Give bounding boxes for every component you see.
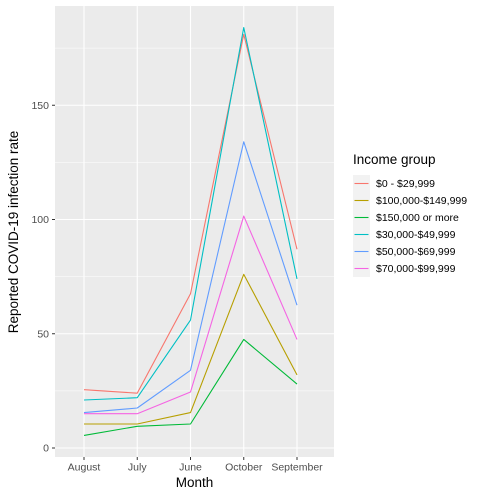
y-axis: 0 50 100 150 xyxy=(31,100,55,455)
y-tick-label: 0 xyxy=(43,443,49,455)
series-lines xyxy=(83,27,298,436)
series-line xyxy=(83,141,298,414)
y-tick-label: 100 xyxy=(31,214,49,226)
legend-label: $50,000-$69,999 xyxy=(376,246,456,258)
x-axis: August July June October September xyxy=(68,457,323,474)
series-line xyxy=(84,273,298,425)
legend: Income group $0 - $29,999 $100,000-$149,9… xyxy=(353,152,467,277)
legend-label: $150,000 or more xyxy=(376,212,459,224)
x-tick-label: June xyxy=(179,462,202,474)
legend-label: $70,000-$99,999 xyxy=(376,263,456,275)
series-line xyxy=(84,215,298,415)
y-tick-label: 150 xyxy=(31,100,49,112)
series-line xyxy=(83,338,298,436)
y-tick-label: 50 xyxy=(37,328,49,340)
series-line xyxy=(83,27,298,401)
major-gridlines xyxy=(55,6,334,457)
x-tick-label: October xyxy=(225,462,263,474)
series-line xyxy=(83,33,298,394)
y-axis-title: Reported COVID-19 infection rate xyxy=(6,131,21,334)
legend-title: Income group xyxy=(353,152,436,167)
legend-label: $0 - $29,999 xyxy=(376,178,435,190)
legend-label: $30,000-$49,999 xyxy=(376,229,456,241)
x-tick-label: September xyxy=(271,462,323,474)
x-tick-label: July xyxy=(128,462,147,474)
legend-label: $100,000-$149,999 xyxy=(376,195,467,207)
x-axis-title: Month xyxy=(176,475,214,490)
x-tick-label: August xyxy=(68,462,101,474)
